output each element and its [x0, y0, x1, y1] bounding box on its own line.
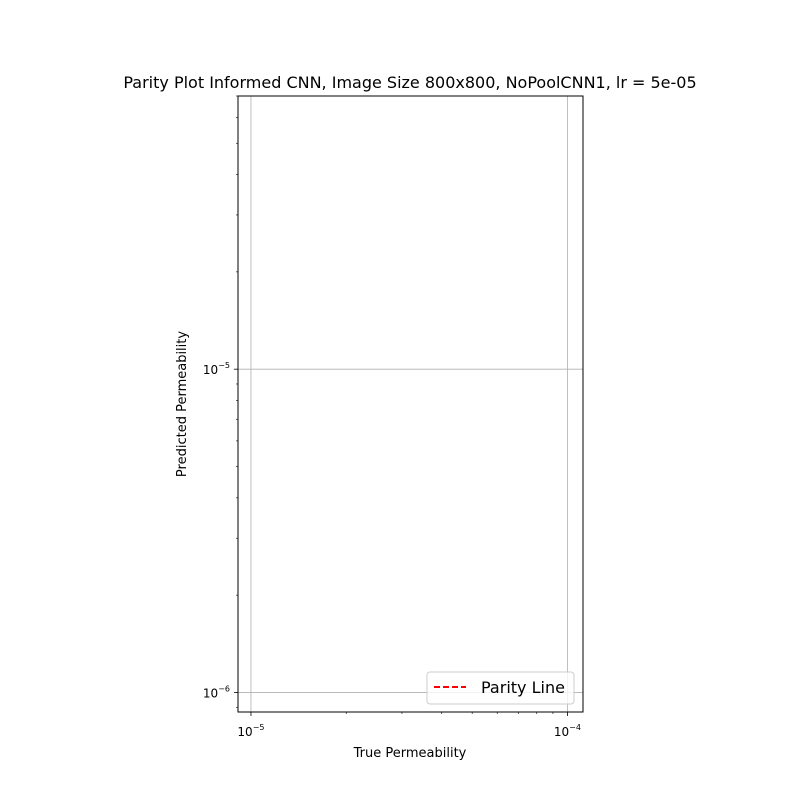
axes-frame: [237, 95, 584, 713]
legend: Parity Line: [426, 671, 575, 705]
chart-title: Parity Plot Informed CNN, Image Size 800…: [123, 73, 696, 92]
minor-ticks: [236, 95, 554, 714]
tick-labels: 10−5 10−4 10−6 10−5: [203, 361, 581, 739]
grid-lines: [238, 96, 583, 712]
x-tick-label: 10−4: [554, 723, 581, 739]
x-axis-label: True Permeability: [353, 746, 467, 761]
legend-parity-line-label: Parity Line: [481, 678, 565, 697]
y-tick-label: 10−5: [203, 361, 230, 377]
x-tick-label: 10−5: [237, 723, 264, 739]
y-axis-label: Predicted Permeability: [175, 331, 190, 477]
major-ticks: [234, 368, 568, 716]
y-tick-label: 10−6: [203, 684, 230, 700]
legend-box: [426, 671, 575, 705]
